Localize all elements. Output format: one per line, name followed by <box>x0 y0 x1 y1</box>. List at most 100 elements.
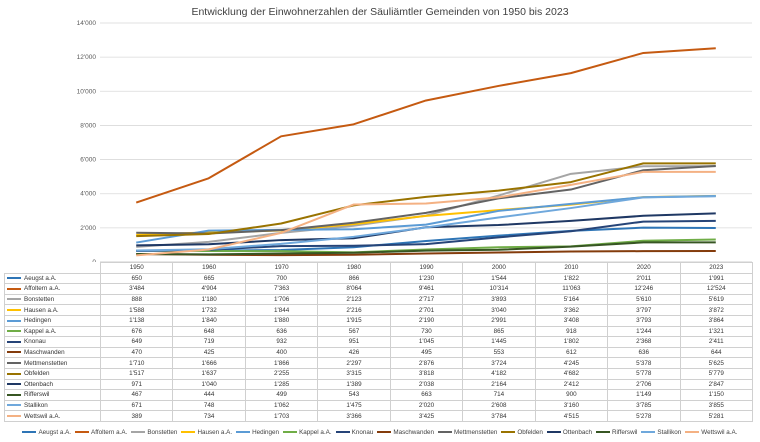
value-cell: 671 <box>99 399 174 412</box>
legend-label: Knonau <box>351 429 374 436</box>
value-cell: 865 <box>462 325 536 338</box>
series-name: Maschwanden <box>24 349 65 357</box>
value-cell: 663 <box>389 389 464 401</box>
table-row: Rifferswil 467 444 499 543 663 714 900 1'149 1'15… <box>4 389 753 401</box>
value-cell: 5'625 <box>679 357 753 369</box>
table-row: Aeugst a.A. 650 665 700 866 1'230 1'544 1'822 2'… <box>4 272 753 285</box>
value-cell: 9'461 <box>389 283 464 295</box>
value-cell: 1'389 <box>317 378 391 391</box>
legend-item: Ottenbach <box>546 429 592 436</box>
value-cell: 2'368 <box>607 336 681 348</box>
value-cell: 1'840 <box>172 314 246 327</box>
legend-swatch <box>641 431 656 434</box>
table-corner <box>4 262 101 274</box>
y-tick-label: 4'000 <box>80 191 96 198</box>
series-name-cell: Ottenbach <box>4 378 101 391</box>
legend-swatch <box>546 431 561 434</box>
value-cell: 1'180 <box>172 293 246 306</box>
series-name: Kappel a.A. <box>24 327 57 335</box>
value-cell: 12'246 <box>607 283 681 295</box>
x-category-label: 1950 <box>99 262 174 274</box>
series-name-cell: Affoltern a.A. <box>4 283 101 295</box>
legend-item: Knonau <box>335 429 374 436</box>
series-swatch <box>7 393 21 396</box>
y-tick-label: 12'000 <box>77 54 97 61</box>
legend-swatch <box>437 431 452 434</box>
value-cell: 2'011 <box>607 272 681 285</box>
value-cell: 3'040 <box>462 304 536 316</box>
y-axis-ticks: 0 2'000 4'000 6'000 8'000 10'000 12'000 14'000 <box>77 20 97 262</box>
table-row: Stallikon 671 748 1'062 1'475 2'020 2'608 3'160… <box>4 399 753 412</box>
value-cell: 5'378 <box>607 357 681 369</box>
value-cell: 2'216 <box>317 304 391 316</box>
value-cell: 636 <box>607 346 681 359</box>
value-cell: 553 <box>462 346 536 359</box>
value-cell: 918 <box>534 325 609 338</box>
value-cell: 1'230 <box>389 272 464 285</box>
value-cell: 3'362 <box>534 304 609 316</box>
series-swatch <box>7 404 21 407</box>
y-tick-label: 10'000 <box>77 88 97 95</box>
legend-label: Rifferswil <box>611 429 638 436</box>
series-swatch <box>7 319 21 322</box>
value-cell: 2'701 <box>389 304 464 316</box>
value-cell: 2'411 <box>679 336 753 348</box>
value-cell: 900 <box>534 389 609 401</box>
value-cell: 3'818 <box>389 367 464 380</box>
legend-swatch <box>595 431 610 434</box>
legend-label: Kappel a.A. <box>299 429 332 436</box>
value-cell: 888 <box>99 293 174 306</box>
table-row: Affoltern a.A. 3'484 4'904 7'363 8'064 9'461 1… <box>4 283 753 295</box>
value-cell: 1'915 <box>317 314 391 327</box>
series-name: Affoltern a.A. <box>24 285 61 293</box>
value-cell: 470 <box>99 346 174 359</box>
value-cell: 1'880 <box>244 314 319 327</box>
series-swatch <box>7 298 21 301</box>
x-category-label: 1990 <box>389 262 464 274</box>
y-tick-label: 6'000 <box>80 157 96 164</box>
series-name-cell: Aeugst a.A. <box>4 272 101 285</box>
table-row: Obfelden 1'517 1'637 2'255 3'315 3'818 4'182 4'… <box>4 367 753 380</box>
value-cell: 2'123 <box>317 293 391 306</box>
y-tick-label: 2'000 <box>80 225 96 232</box>
series-name-cell: Obfelden <box>4 367 101 380</box>
value-cell: 932 <box>244 336 319 348</box>
value-cell: 3'425 <box>389 410 464 422</box>
value-cell: 1'150 <box>679 389 753 401</box>
table-row: Bonstetten 888 1'180 1'706 2'123 2'717 3'893 5'… <box>4 293 753 306</box>
legend-label: Obfelden <box>517 429 543 436</box>
value-cell: 3'784 <box>462 410 536 422</box>
value-cell: 4'904 <box>172 283 246 295</box>
value-cell: 5'164 <box>534 293 609 306</box>
legend-item: Obfelden <box>501 429 543 436</box>
legend-label: Hausen a.A. <box>197 429 233 436</box>
value-cell: 5'779 <box>679 367 753 380</box>
value-cell: 1'822 <box>534 272 609 285</box>
value-cell: 1'045 <box>389 336 464 348</box>
value-cell: 1'040 <box>172 378 246 391</box>
table-row: Mettmenstetten 1'710 1'666 1'866 2'297 2'876 3… <box>4 357 753 369</box>
legend-label: Aeugst a.A. <box>38 429 72 436</box>
value-cell: 1'321 <box>679 325 753 338</box>
series-name-cell: Knonau <box>4 336 101 348</box>
value-cell: 700 <box>244 272 319 285</box>
legend-label: Bonstetten <box>147 429 178 436</box>
value-cell: 1'138 <box>99 314 174 327</box>
value-cell: 499 <box>244 389 319 401</box>
series-name-cell: Wettswil a.A. <box>4 410 101 422</box>
series-name-cell: Hausen a.A. <box>4 304 101 316</box>
series-swatch <box>7 340 21 343</box>
value-cell: 10'314 <box>462 283 536 295</box>
series-name-cell: Hedingen <box>4 314 101 327</box>
value-cell: 3'315 <box>317 367 391 380</box>
series-line <box>135 47 716 204</box>
value-cell: 734 <box>172 410 246 422</box>
legend-item: Bonstetten <box>131 429 177 436</box>
value-cell: 1'149 <box>607 389 681 401</box>
series-swatch <box>7 383 21 386</box>
legend-label: Hedingen <box>252 429 280 436</box>
value-cell: 748 <box>172 399 246 412</box>
value-cell: 543 <box>317 389 391 401</box>
value-cell: 2'164 <box>462 378 536 391</box>
legend-swatch <box>283 431 298 434</box>
